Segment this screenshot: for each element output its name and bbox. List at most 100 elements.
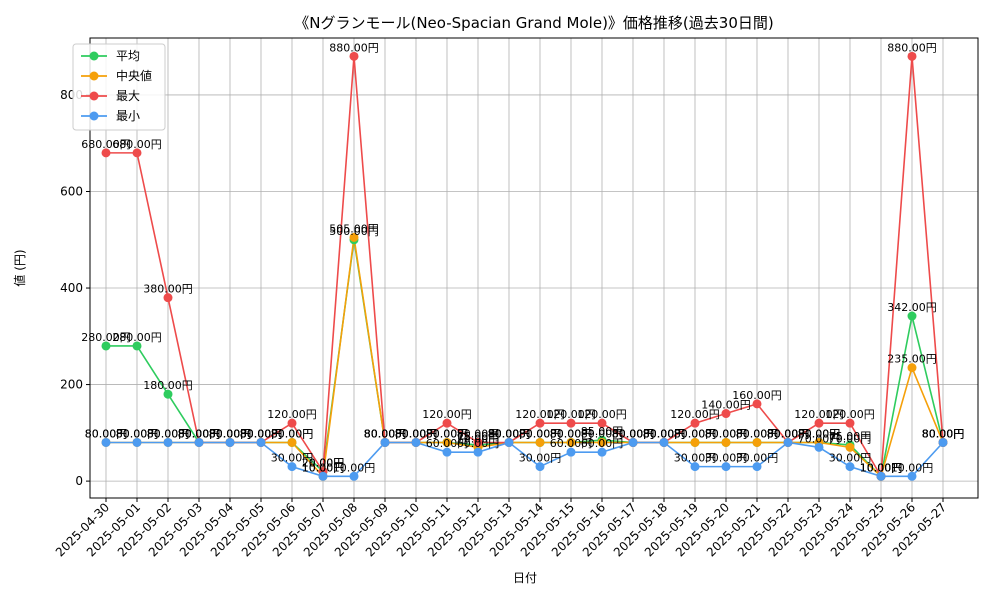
y-tick-label: 0 xyxy=(75,474,83,488)
data-point xyxy=(845,462,855,472)
data-point xyxy=(938,437,948,447)
data-label: 60.00円 xyxy=(457,437,500,450)
legend-box xyxy=(72,43,166,131)
data-label: 80.00円 xyxy=(209,427,252,440)
data-point xyxy=(566,418,576,428)
data-point xyxy=(690,462,700,472)
data-label: 80.00円 xyxy=(364,427,407,440)
data-label: 140.00円 xyxy=(701,399,751,412)
data-point xyxy=(907,311,917,321)
data-label: 10.00円 xyxy=(333,461,376,474)
data-point xyxy=(349,51,359,61)
data-label: 60.00円 xyxy=(426,437,469,450)
data-label: 80.00円 xyxy=(488,427,531,440)
data-label: 80.00円 xyxy=(488,427,531,440)
data-label: 80.00円 xyxy=(674,427,717,440)
data-label: 80.00円 xyxy=(395,427,438,440)
y-tick-label: 200 xyxy=(60,378,83,392)
data-label: 80.00円 xyxy=(767,427,810,440)
data-label: 30.00円 xyxy=(829,452,872,465)
data-point xyxy=(163,293,173,303)
data-point xyxy=(845,418,855,428)
data-point xyxy=(876,471,886,481)
data-point xyxy=(783,437,793,447)
data-label: 80.00円 xyxy=(457,427,500,440)
data-label: 80.00円 xyxy=(581,427,624,440)
data-label: 80.00円 xyxy=(798,427,841,440)
data-label: 120.00円 xyxy=(577,408,627,421)
data-label: 80.00円 xyxy=(674,427,717,440)
data-label: 235.00円 xyxy=(887,353,937,366)
legend-label: 平均 xyxy=(116,49,140,63)
data-point xyxy=(721,437,731,447)
data-label: 280.00円 xyxy=(81,331,131,344)
data-label: 80.00円 xyxy=(736,427,779,440)
data-label: 880.00円 xyxy=(887,41,937,54)
data-point xyxy=(349,471,359,481)
legend-swatch-marker xyxy=(89,111,99,121)
data-label: 120.00円 xyxy=(670,408,720,421)
data-label: 75.00円 xyxy=(457,430,500,443)
data-label: 120.00円 xyxy=(422,408,472,421)
data-label: 80.00円 xyxy=(240,427,283,440)
data-label: 160.00円 xyxy=(732,389,782,402)
data-label: 80.00円 xyxy=(116,427,159,440)
data-label: 505.00円 xyxy=(329,222,379,235)
data-point xyxy=(504,437,514,447)
x-axis-title: 日付 xyxy=(513,571,537,585)
data-point xyxy=(535,418,545,428)
data-label: 80.00円 xyxy=(271,427,314,440)
series-line-3 xyxy=(106,441,944,478)
data-labels: 280.00円280.00円180.00円80.00円80.00円80.00円8… xyxy=(81,41,964,474)
data-label: 80.00円 xyxy=(550,427,593,440)
data-point xyxy=(597,418,607,428)
data-label: 10.00円 xyxy=(860,461,903,474)
data-point xyxy=(535,462,545,472)
data-label: 10.00円 xyxy=(302,461,345,474)
data-label: 80.00円 xyxy=(147,427,190,440)
data-label: 30.00円 xyxy=(736,452,779,465)
data-point xyxy=(566,447,576,457)
data-point xyxy=(442,447,452,457)
data-label: 80.00円 xyxy=(85,427,128,440)
data-label: 120.00円 xyxy=(515,408,565,421)
series-group xyxy=(101,51,948,481)
data-label: 80.00円 xyxy=(116,427,159,440)
data-label: 10.00円 xyxy=(302,461,345,474)
data-point xyxy=(101,148,111,158)
data-point xyxy=(752,399,762,409)
y-axis-title: 値 (円) xyxy=(12,249,27,286)
legend-label: 中央値 xyxy=(116,68,152,83)
data-point xyxy=(287,462,297,472)
legend-swatch-marker xyxy=(89,91,99,101)
data-point xyxy=(566,437,576,447)
data-point xyxy=(256,437,266,447)
data-point xyxy=(659,437,669,447)
data-point xyxy=(225,437,235,447)
data-label: 80.00円 xyxy=(240,427,283,440)
data-point xyxy=(163,437,173,447)
data-label: 30.00円 xyxy=(705,452,748,465)
data-label: 10.00円 xyxy=(860,461,903,474)
data-label: 80.00円 xyxy=(209,427,252,440)
data-point xyxy=(752,437,762,447)
data-label: 20.00円 xyxy=(302,456,345,469)
data-label: 30.00円 xyxy=(674,452,717,465)
data-point xyxy=(690,437,700,447)
data-point xyxy=(349,232,359,242)
data-label: 20.00円 xyxy=(302,456,345,469)
data-label: 80.00円 xyxy=(488,427,531,440)
data-label: 80.00円 xyxy=(922,427,965,440)
data-label: 80.00円 xyxy=(426,427,469,440)
data-point xyxy=(845,442,855,452)
legend-swatch-marker xyxy=(89,71,99,81)
data-point xyxy=(380,437,390,447)
data-point xyxy=(132,341,142,351)
data-label: 80.00円 xyxy=(85,427,128,440)
data-point xyxy=(907,363,917,373)
data-label: 80.00円 xyxy=(178,427,221,440)
data-point xyxy=(318,471,328,481)
data-label: 80.00円 xyxy=(395,427,438,440)
data-label: 80.00円 xyxy=(240,427,283,440)
